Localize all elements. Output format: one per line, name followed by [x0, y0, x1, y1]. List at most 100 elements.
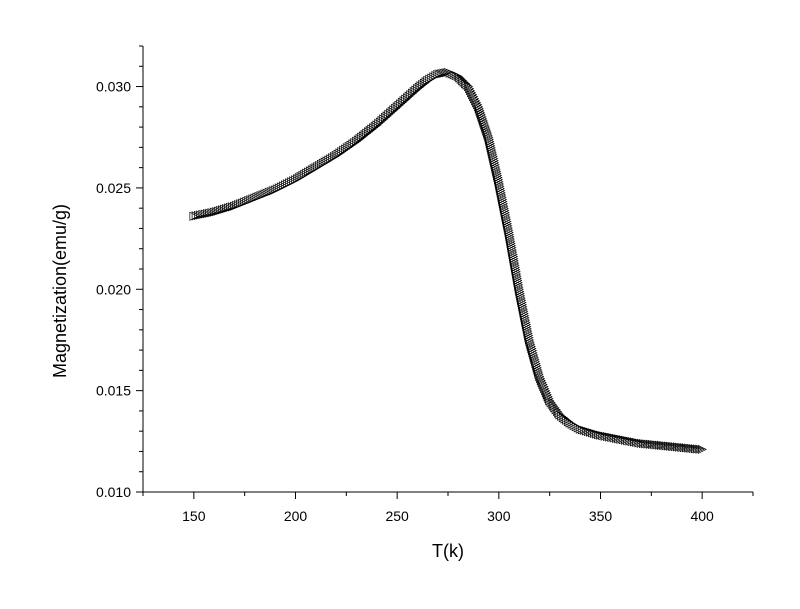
data-point [639, 439, 649, 449]
data-point [616, 434, 626, 444]
data-point [555, 410, 565, 420]
y-tick-label: 0.030 [96, 79, 131, 95]
data-point [654, 440, 665, 450]
data-point [659, 441, 669, 451]
data-point [418, 79, 428, 90]
data-point [409, 87, 419, 97]
data-point [598, 431, 608, 441]
axes [142, 46, 753, 493]
data-point [560, 414, 570, 424]
data-point [391, 103, 401, 113]
data-point [191, 211, 201, 221]
data-point [636, 438, 646, 448]
data-point [477, 112, 487, 122]
data-point [478, 114, 488, 124]
data-point [476, 110, 486, 120]
data-points [189, 67, 707, 454]
y-axis-label: Magnetization(emu/g) [50, 204, 70, 378]
data-point [357, 132, 367, 142]
data-point [562, 415, 572, 425]
data-point [411, 85, 421, 95]
data-point [625, 436, 635, 446]
data-point [652, 440, 662, 450]
data-point [382, 111, 392, 121]
data-point [666, 441, 676, 451]
data-point [476, 108, 486, 118]
data-point [196, 210, 206, 220]
data-point [618, 435, 628, 445]
data-point [634, 438, 644, 448]
data-point [472, 98, 482, 108]
data-point [394, 100, 404, 110]
data-point [668, 441, 678, 452]
data-point [459, 77, 469, 87]
data-point [370, 121, 380, 131]
data-point [627, 436, 637, 447]
data-point [473, 100, 483, 110]
data-point [557, 411, 567, 421]
data-point [688, 443, 698, 454]
data-point [474, 102, 484, 112]
data-point [480, 120, 490, 130]
data-point [650, 440, 660, 450]
data-point [384, 109, 394, 119]
data-point [200, 209, 210, 219]
data-point [475, 106, 485, 116]
data-point [554, 408, 564, 418]
data-point [367, 124, 377, 134]
data-point [538, 379, 548, 390]
data-point [540, 384, 550, 394]
data-point [189, 211, 199, 221]
data-point [465, 84, 475, 94]
data-point [402, 93, 413, 103]
data-point [632, 437, 642, 448]
data-point [643, 439, 653, 449]
data-point [406, 90, 416, 100]
data-point [456, 74, 466, 84]
data-point [397, 97, 408, 107]
data-point [369, 123, 379, 133]
data-point [596, 430, 606, 440]
data-point [691, 444, 701, 454]
data-point [679, 443, 689, 453]
data-point [481, 124, 491, 134]
data-point [379, 114, 389, 124]
data-point [352, 136, 362, 146]
data-point [355, 134, 365, 144]
data-point [396, 99, 406, 109]
data-point [478, 116, 489, 126]
data-point [401, 94, 411, 104]
data-point [455, 73, 465, 83]
data-point [474, 104, 484, 114]
x-axis-label: T(k) [432, 541, 464, 561]
data-point [408, 88, 418, 98]
x-tick-label: 400 [690, 508, 714, 524]
data-point [374, 118, 384, 129]
data-point [479, 118, 489, 128]
data-point [404, 91, 414, 101]
data-point [358, 131, 369, 141]
data-point [372, 120, 382, 130]
data-point [353, 135, 363, 145]
data-point [482, 128, 493, 138]
data-point [695, 444, 705, 454]
data-point [365, 125, 375, 136]
y-tick-label: 0.015 [96, 383, 131, 399]
data-point [535, 371, 545, 382]
x-tick-label: 300 [487, 508, 511, 524]
data-point [416, 81, 426, 91]
data-point [686, 443, 696, 453]
data-point [377, 115, 387, 126]
data-point [648, 439, 658, 450]
data-point [380, 112, 391, 123]
y-tick-label: 0.020 [96, 281, 131, 297]
data-point [463, 81, 474, 92]
data-point [414, 82, 424, 92]
data-point [468, 90, 478, 100]
data-point [682, 443, 692, 453]
data-point [482, 126, 492, 136]
data-point [534, 369, 544, 379]
data-point [387, 106, 397, 116]
data-point [375, 117, 386, 127]
data-point [672, 442, 683, 452]
